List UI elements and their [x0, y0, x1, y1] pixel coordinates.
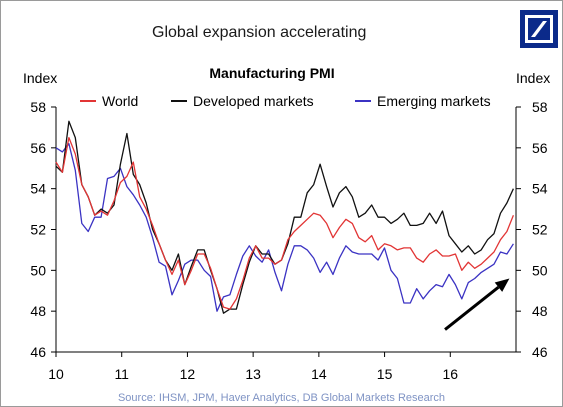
y-axis-title-left: Index — [23, 70, 57, 86]
source-note: Source: IHSM, JPM, Haver Analytics, DB G… — [117, 392, 446, 404]
y-tick-label-left: 46 — [30, 344, 46, 360]
x-tick-label: 12 — [180, 366, 196, 382]
series-line-world — [55, 136, 515, 310]
deutsche-bank-logo — [520, 10, 558, 48]
series-line-developed-markets — [55, 120, 514, 314]
y-tick-label-left: 48 — [30, 303, 46, 319]
legend-label-world: World — [102, 93, 138, 109]
y-tick-label-left: 58 — [30, 99, 46, 115]
y-tick-label-right: 54 — [532, 181, 548, 197]
y-tick-label-right: 50 — [532, 262, 548, 278]
series-line-emerging-markets — [55, 143, 514, 312]
x-ticks: 10 11 12 13 14 15 16 — [48, 352, 458, 382]
trend-arrow — [444, 278, 510, 331]
y-tick-label-right: 56 — [532, 140, 548, 156]
legend-label-developed-markets: Developed markets — [193, 93, 314, 109]
chart-title: Manufacturing PMI — [209, 65, 334, 81]
deutsche-bank-slash-icon — [525, 15, 553, 43]
x-tick-label: 10 — [48, 366, 64, 382]
y-axis-title-right: Index — [516, 70, 550, 86]
y-tick-label-right: 52 — [532, 222, 548, 238]
x-tick-label: 15 — [377, 366, 393, 382]
x-tick-label: 14 — [311, 366, 327, 382]
y-ticks-right: 46 48 50 52 54 56 58 — [516, 99, 548, 360]
slide-title: Global expansion accelerating — [152, 24, 367, 41]
y-tick-label-right: 46 — [532, 344, 548, 360]
y-tick-label-left: 56 — [30, 140, 46, 156]
x-tick-label: 16 — [442, 366, 458, 382]
legend: World Developed markets Emerging markets — [80, 93, 491, 109]
y-tick-label-left: 50 — [30, 262, 46, 278]
series-lines — [55, 120, 515, 314]
arrow-head — [494, 278, 510, 292]
x-tick-label: 11 — [114, 366, 129, 382]
y-tick-label-right: 48 — [532, 303, 548, 319]
y-tick-label-left: 54 — [30, 181, 46, 197]
y-tick-label-left: 52 — [30, 222, 46, 238]
x-tick-label: 13 — [245, 366, 261, 382]
y-tick-label-right: 58 — [532, 99, 548, 115]
y-ticks-left: 46 48 50 52 54 56 58 — [30, 99, 56, 360]
arrow-shaft — [444, 286, 500, 331]
legend-label-emerging-markets: Emerging markets — [377, 93, 491, 109]
